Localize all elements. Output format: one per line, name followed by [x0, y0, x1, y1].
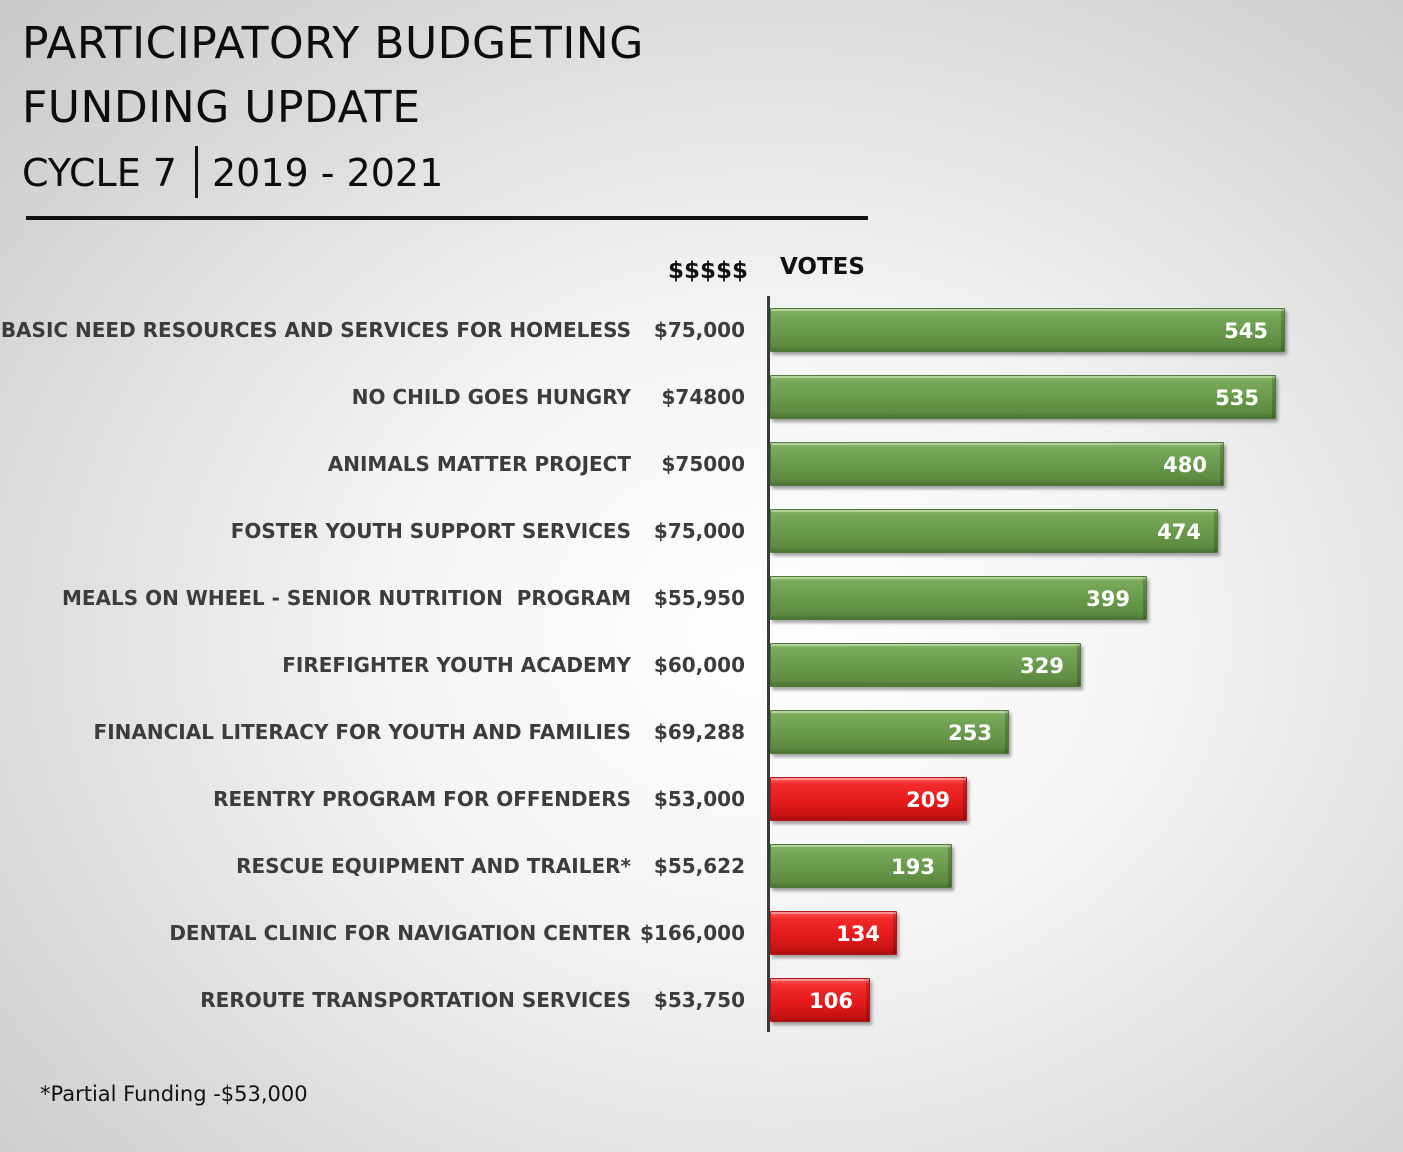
title-rule: [26, 216, 868, 220]
title-cycle: CYCLE 7 2019 - 2021: [22, 146, 443, 198]
vote-bar: 193: [770, 844, 952, 888]
amount-label: $55,622: [653, 854, 745, 878]
category-label: REROUTE TRANSPORTATION SERVICES: [200, 988, 631, 1012]
title-separator: [194, 146, 198, 198]
vote-count-label: 193: [891, 855, 935, 879]
years-label: 2019 - 2021: [211, 151, 444, 195]
bar-row: FINANCIAL LITERACY FOR YOUTH AND FAMILIE…: [0, 710, 1403, 754]
category-label: BASIC NEED RESOURCES AND SERVICES FOR HO…: [0, 318, 631, 342]
bar-row: BASIC NEED RESOURCES AND SERVICES FOR HO…: [0, 308, 1403, 352]
category-label: REENTRY PROGRAM FOR OFFENDERS: [213, 787, 631, 811]
category-label: RESCUE EQUIPMENT AND TRAILER*: [236, 854, 631, 878]
category-label: FIREFIGHTER YOUTH ACADEMY: [282, 653, 631, 677]
amount-label: $74800: [661, 385, 746, 409]
amount-label: $53,000: [653, 787, 745, 811]
amount-label: $75,000: [653, 318, 745, 342]
bar-row: FOSTER YOUTH SUPPORT SERVICES $75,000 474: [0, 509, 1403, 553]
bar-row: MEALS ON WHEEL - SENIOR NUTRITION PROGRA…: [0, 576, 1403, 620]
vote-bar: 474: [770, 509, 1218, 553]
amount-label: $75,000: [653, 519, 745, 543]
bar-row: NO CHILD GOES HUNGRY $74800 535: [0, 375, 1403, 419]
bar-row: ANIMALS MATTER PROJECT $75000 480: [0, 442, 1403, 486]
category-label: ANIMALS MATTER PROJECT: [327, 452, 631, 476]
vote-count-label: 134: [836, 922, 880, 946]
bar-row: REROUTE TRANSPORTATION SERVICES $53,750 10…: [0, 978, 1403, 1022]
vote-count-label: 474: [1157, 520, 1201, 544]
vote-count-label: 480: [1163, 453, 1207, 477]
vote-bar: 535: [770, 375, 1276, 419]
bar-row: DENTAL CLINIC FOR NAVIGATION CENTER $166,…: [0, 911, 1403, 955]
category-label: FINANCIAL LITERACY FOR YOUTH AND FAMILIE…: [93, 720, 631, 744]
vote-count-label: 209: [906, 788, 950, 812]
category-label: MEALS ON WHEEL - SENIOR NUTRITION PROGRA…: [61, 586, 631, 610]
vote-bar: 106: [770, 978, 870, 1022]
category-label: NO CHILD GOES HUNGRY: [351, 385, 631, 409]
cycle-label: CYCLE 7: [22, 151, 177, 195]
footnote: *Partial Funding -$53,000: [40, 1082, 308, 1106]
vote-count-label: 253: [948, 721, 992, 745]
amount-label: $166,000: [639, 921, 745, 945]
vote-bar: 134: [770, 911, 897, 955]
amount-label: $53,750: [653, 988, 745, 1012]
vote-count-label: 106: [809, 989, 853, 1013]
vote-bar: 545: [770, 308, 1285, 352]
vote-count-label: 545: [1224, 319, 1268, 343]
vote-count-label: 329: [1020, 654, 1064, 678]
vote-bar: 329: [770, 643, 1081, 687]
money-column-header: $$$$$: [668, 258, 749, 284]
vote-bar: 480: [770, 442, 1224, 486]
amount-label: $60,000: [653, 653, 745, 677]
bar-row: REENTRY PROGRAM FOR OFFENDERS $53,000 209: [0, 777, 1403, 821]
bar-row: FIREFIGHTER YOUTH ACADEMY $60,000 329: [0, 643, 1403, 687]
vote-count-label: 399: [1086, 587, 1130, 611]
amount-label: $69,288: [653, 720, 745, 744]
vote-bar: 209: [770, 777, 967, 821]
vote-count-label: 535: [1215, 386, 1259, 410]
vote-bar: 399: [770, 576, 1147, 620]
bar-row: RESCUE EQUIPMENT AND TRAILER* $55,622 193: [0, 844, 1403, 888]
amount-label: $75000: [661, 452, 746, 476]
chart-axis: [767, 296, 770, 1032]
vote-bar: 253: [770, 710, 1009, 754]
category-label: DENTAL CLINIC FOR NAVIGATION CENTER: [169, 921, 631, 945]
category-label: FOSTER YOUTH SUPPORT SERVICES: [230, 519, 631, 543]
votes-column-header: VOTES: [780, 254, 865, 280]
title-line-1: PARTICIPATORY BUDGETING: [22, 18, 644, 69]
amount-label: $55,950: [653, 586, 745, 610]
title-line-2: FUNDING UPDATE: [22, 82, 421, 133]
